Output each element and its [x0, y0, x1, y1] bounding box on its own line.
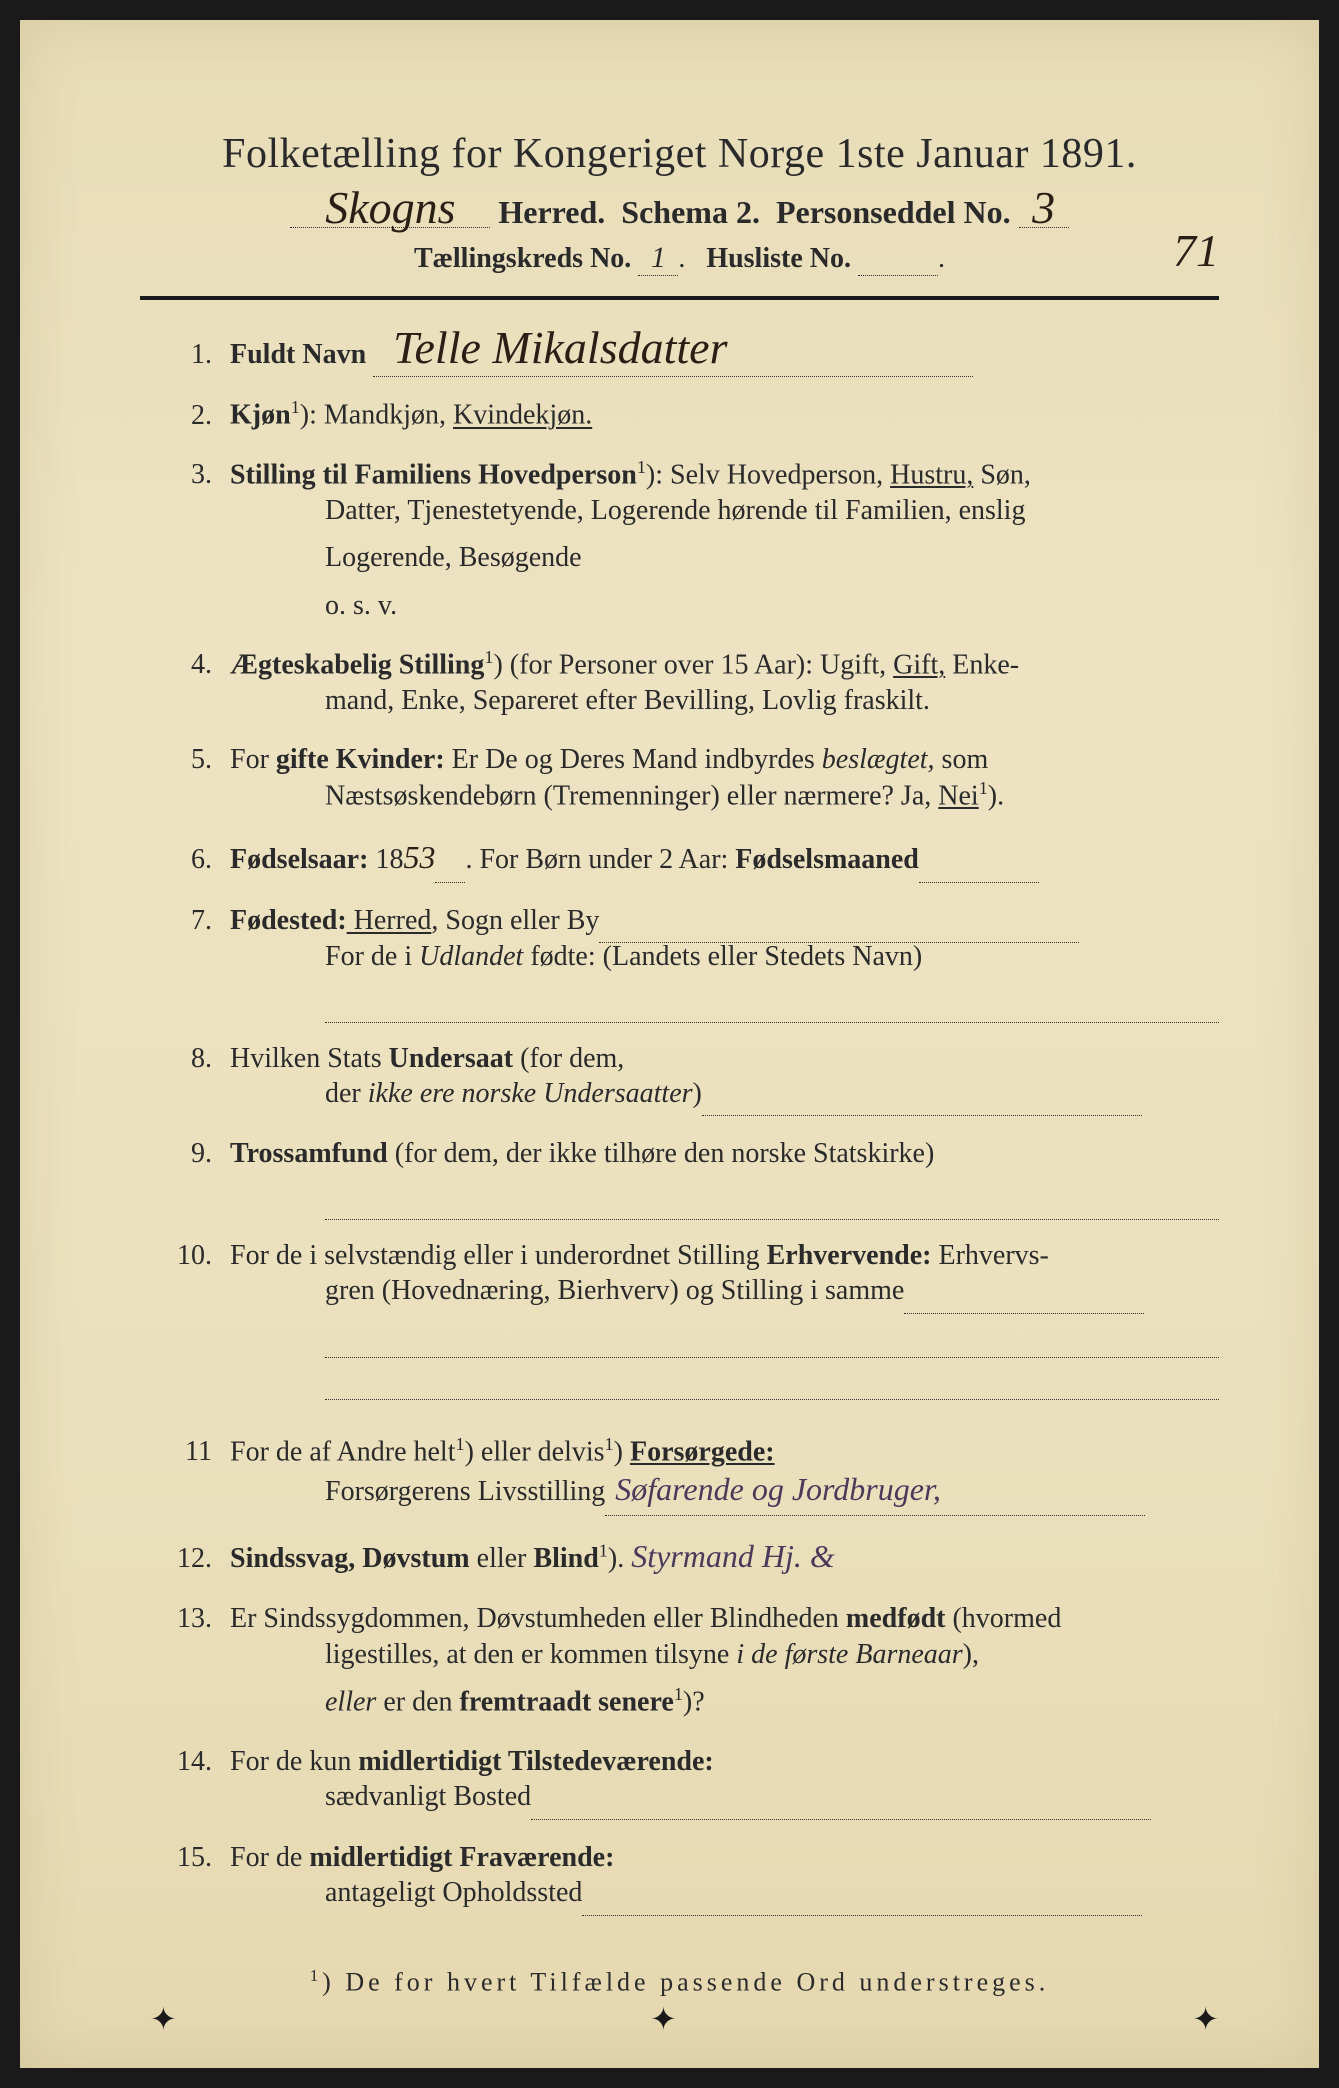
kreds-label: Tællingskreds No.	[414, 243, 631, 274]
marker-right: ✦	[1192, 2000, 1219, 2038]
q1-value: Telle Mikalsdatter	[393, 322, 727, 373]
census-form-page: Folketælling for Kongeriget Norge 1ste J…	[20, 20, 1319, 2068]
q1-content: Fuldt Navn Telle Mikalsdatter	[230, 330, 1219, 377]
q6-row: 6. Fødselsaar: 1853 . For Børn under 2 A…	[170, 833, 1219, 883]
q7-blank	[325, 995, 1219, 1023]
q5-selected: Nei	[938, 780, 978, 811]
q10-blank2	[325, 1372, 1219, 1400]
q10-line2: gren (Hovednæring, Bierhverv) og Stillin…	[170, 1269, 1219, 1313]
q15-line2: antageligt Opholdssted	[170, 1871, 1219, 1915]
q4-selected: Gift,	[893, 649, 945, 680]
q3-line3: Logerende, Besøgende	[170, 536, 1219, 579]
q12-row: 12. Sindssvag, Døvstum eller Blind1). St…	[170, 1532, 1219, 1582]
q10-blank1	[325, 1330, 1219, 1358]
q9-row: 9. Trossamfund (for dem, der ikke tilhør…	[170, 1132, 1219, 1175]
marker-left: ✦	[150, 2000, 177, 2038]
kreds-no: 1	[638, 241, 678, 276]
header-rule	[140, 296, 1219, 300]
q2-row: 2. Kjøn1): Mandkjøn, Kvindekjøn.	[170, 393, 1219, 437]
q11-handwritten: Søfarende og Jordbruger,	[615, 1471, 941, 1507]
q7-selected: Herred	[347, 905, 432, 936]
kreds-line: Tællingskreds No. 1. Husliste No. . 71	[140, 241, 1219, 276]
q6-year: 53	[403, 839, 435, 875]
herred-label: Herred.	[498, 194, 605, 230]
q3-line4: o. s. v.	[170, 584, 1219, 627]
q2-selected: Kvindekjøn.	[453, 400, 592, 431]
husliste-label: Husliste No.	[706, 243, 851, 274]
marker-mid: ✦	[650, 2000, 677, 2038]
q11-line2: Forsørgerens LivsstillingSøfarende og Jo…	[170, 1465, 1219, 1516]
q9-blank	[325, 1192, 1219, 1220]
husliste-no: 71	[1173, 233, 1219, 270]
form-body: 1. Fuldt Navn Telle Mikalsdatter 2. Kjøn…	[140, 330, 1219, 1916]
herred-line: Skogns Herred. Schema 2. Personseddel No…	[140, 190, 1219, 231]
footnote: 1) De for hvert Tilfælde passende Ord un…	[140, 1966, 1219, 1998]
q13-line3: eller er den fremtraadt senere1)?	[170, 1680, 1219, 1724]
form-header: Folketælling for Kongeriget Norge 1ste J…	[140, 130, 1219, 276]
q3-selected: Hustru,	[890, 459, 973, 490]
q12-handwritten: Styrmand Hj. &	[631, 1538, 835, 1574]
q1-num: 1.	[170, 333, 230, 376]
personseddel-no: 3	[1019, 190, 1069, 228]
schema-label: Schema 2.	[621, 194, 760, 230]
q1-row: 1. Fuldt Navn Telle Mikalsdatter	[170, 330, 1219, 377]
herred-name-handwritten: Skogns	[290, 190, 490, 228]
q14-line2: sædvanligt Bosted	[170, 1775, 1219, 1819]
q8-line2: der ikke ere norske Undersaatter)	[170, 1072, 1219, 1116]
personseddel-label: Personseddel No.	[776, 194, 1011, 230]
form-title: Folketælling for Kongeriget Norge 1ste J…	[140, 130, 1219, 178]
